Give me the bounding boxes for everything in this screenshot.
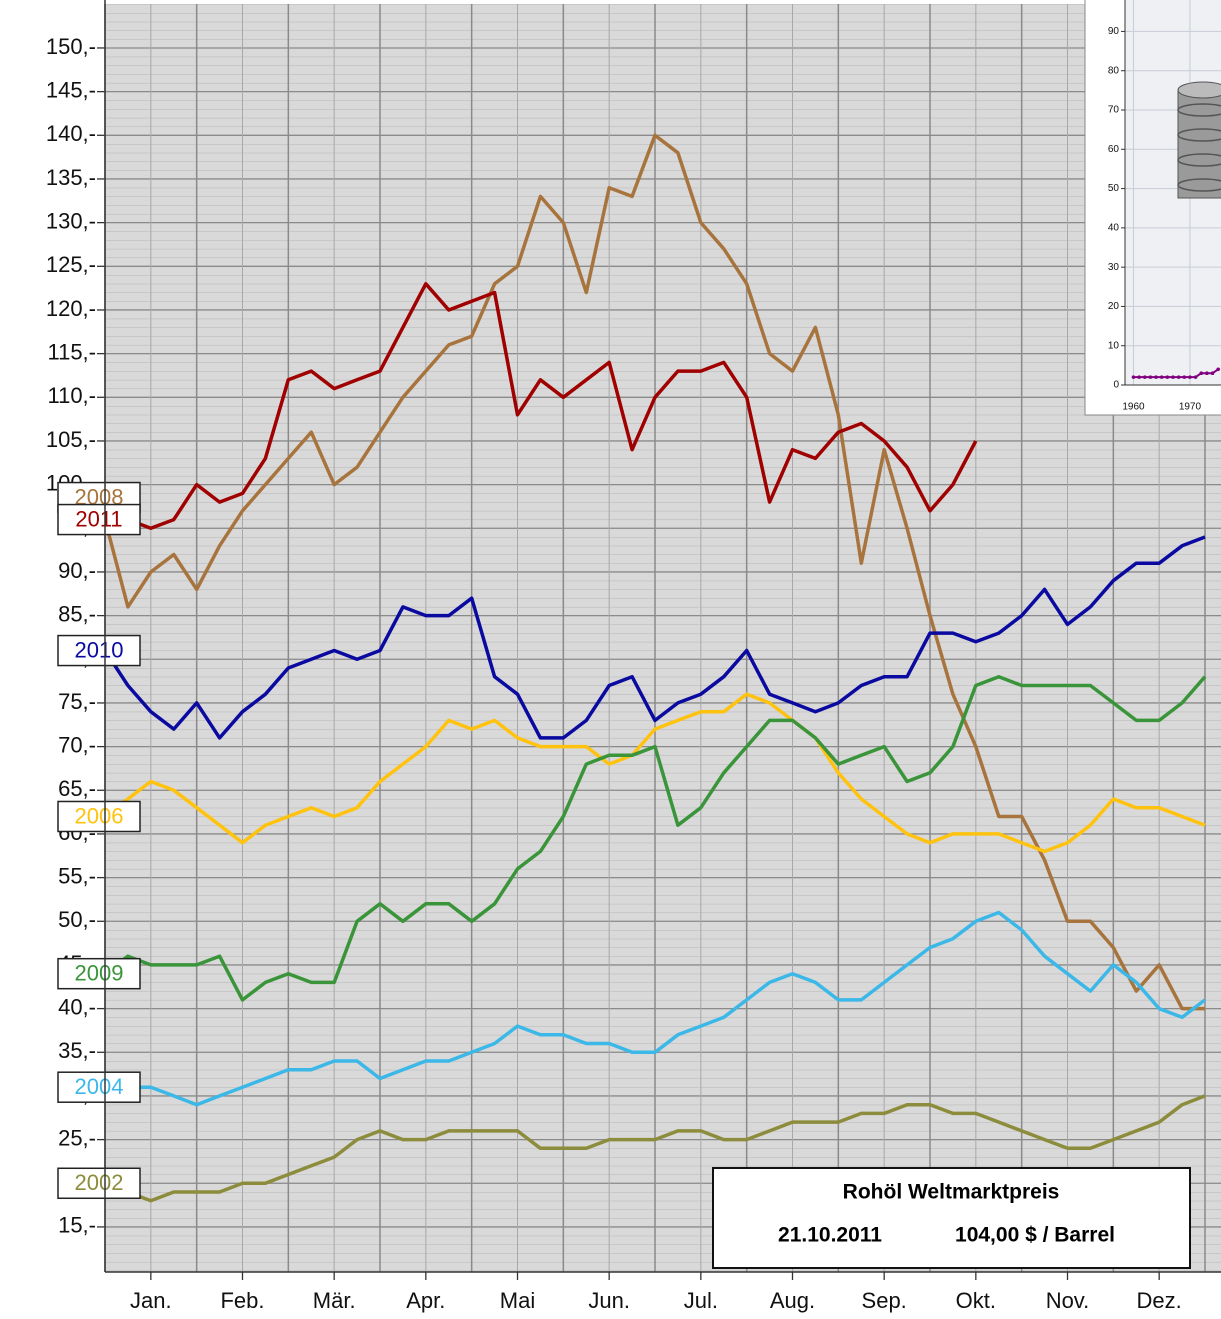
series-label: 2004 [75,1074,124,1099]
y-tick-label: 125,- [46,252,96,277]
inset-y-tick-label: 40 [1108,222,1120,233]
x-tick-label: Jun. [588,1288,630,1313]
line-series [103,674,1207,1002]
inset-y-tick-label: 50 [1108,183,1120,194]
y-tick-label: 140,- [46,121,96,146]
line-series [1133,368,1219,379]
series-label: 2006 [75,803,124,828]
y-tick-label: 15,- [58,1213,96,1238]
inset-point [1193,375,1198,379]
line-series [103,133,1205,1011]
inset-x-tick-label: 1960 [1122,402,1145,413]
line-series [105,282,978,531]
x-tick-label: Jan. [130,1288,172,1313]
y-tick-label: 150,- [46,34,96,59]
line-series [103,535,1206,740]
y-tick-label: 55,- [58,863,96,888]
inset-point [1171,375,1175,379]
inset-x-tick-label: 1970 [1179,402,1202,413]
inset-point [1210,371,1215,376]
y-tick-label: 25,- [58,1125,96,1150]
x-tick-label: Dez. [1137,1288,1182,1313]
series-label-box [57,957,141,990]
inset-y-tick-label: 60 [1108,144,1120,155]
annotation-title: Rohöl Weltmarktpreis [843,1181,1060,1204]
y-tick-label: 105,- [46,427,96,452]
y-tick-label: 90,- [58,558,96,583]
inset-y-tick-label: 30 [1108,262,1120,273]
series-label: 2011 [75,506,122,531]
barrel-hoop [1177,103,1221,117]
line-series [103,692,1206,854]
inset-point [1159,375,1164,379]
series-label-box [57,634,141,667]
series-label-box [57,1167,141,1200]
inset-y-tick-label: 80 [1108,65,1120,76]
x-tick-label: Jul. [684,1288,718,1313]
series-label-box [57,800,141,833]
x-tick-label: Mai [500,1288,535,1313]
x-tick-label: Sep. [862,1288,907,1313]
inset-point [1182,375,1187,379]
minor-grid [105,4,1221,1272]
inset-point [1176,375,1181,379]
inset-point [1205,371,1209,376]
inset-point [1188,375,1192,379]
line-series [104,1094,1206,1203]
annotation-box [712,1167,1191,1269]
inset-y-tick-label: 70 [1108,105,1120,116]
inset-y-tick-label: 20 [1108,301,1120,312]
inset-y-tick-label: 0 [1113,380,1119,391]
x-tick-label: Okt. [956,1288,996,1313]
line-series [105,910,1207,1107]
annotation-date: 21.10.2011 [778,1224,882,1247]
series-label: 2002 [75,1170,124,1195]
x-tick-label: Aug. [770,1288,815,1313]
x-tick-label: Nov. [1046,1288,1090,1313]
barrel-hoop [1177,153,1221,167]
inset-point [1137,375,1141,379]
series-label: 2009 [75,960,124,985]
annotation-price: 104,00 $ / Barrel [955,1224,1115,1247]
inset-point [1142,375,1147,379]
series-label: 2010 [75,637,124,662]
y-tick-label: 50,- [58,907,96,932]
barrel-hoop [1177,178,1221,192]
y-tick-label: 130,- [46,208,96,233]
y-tick-label: 135,- [46,165,96,190]
y-tick-label: 145,- [46,77,96,102]
x-tick-label: Feb. [220,1288,264,1313]
y-tick-label: 110,- [47,383,96,408]
y-tick-label: 120,- [46,296,96,321]
barrel-hoop [1177,128,1221,142]
x-tick-label: Apr. [406,1288,445,1313]
inset-point [1216,367,1220,372]
barrel-top [1177,81,1221,99]
inset-point [1131,375,1136,379]
inset-y-tick-label: 10 [1108,340,1120,351]
y-tick-label: 35,- [58,1038,96,1063]
y-tick-label: 40,- [58,994,96,1019]
x-tick-label: Mär. [313,1288,356,1313]
inset-point [1148,375,1153,379]
y-tick-label: 115,- [47,339,96,364]
barrel-icon [1177,81,1221,199]
y-tick-label: 75,- [58,689,96,714]
y-tick-label: 70,- [58,732,96,757]
series-label-box [57,503,141,536]
inset-point [1165,375,1170,379]
inset-point [1154,375,1158,379]
y-tick-label: 65,- [58,776,96,801]
y-tick-label: 85,- [58,601,96,626]
inset-y-tick-label: 90 [1108,26,1120,37]
inset-point [1199,371,1204,376]
series-label-box [57,1071,141,1103]
